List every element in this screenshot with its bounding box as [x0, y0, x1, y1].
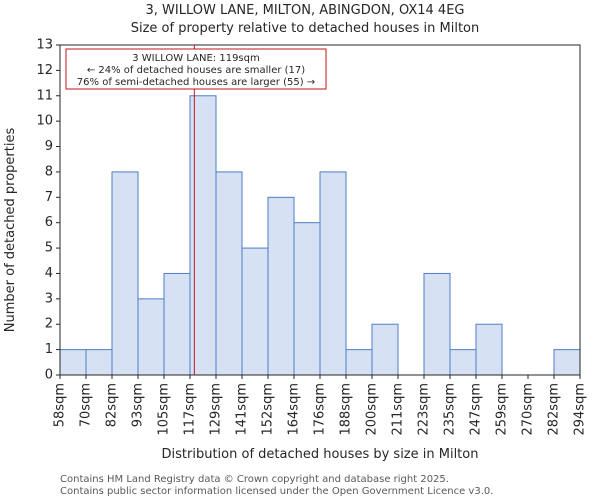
y-axis-title: Number of detached properties: [3, 128, 18, 333]
x-tick-label: 117sqm: [183, 383, 198, 436]
bar-235sqm: [449, 349, 477, 376]
x-tick-label: 259sqm: [495, 383, 510, 436]
footer-line2: Contains public sector information licen…: [60, 486, 493, 497]
x-tick-label: 188sqm: [339, 383, 354, 436]
x-tick-label: 58sqm: [53, 383, 68, 427]
bar-105sqm: [163, 272, 191, 376]
x-axis-title: Distribution of detached houses by size …: [162, 447, 479, 462]
x-tick-label: 211sqm: [391, 383, 406, 436]
bar-58sqm: [59, 349, 87, 376]
annotation-box: [65, 48, 327, 90]
x-tick-label: 247sqm: [469, 383, 484, 436]
annotation-line2: ← 24% of detached houses are smaller (17…: [87, 65, 305, 76]
y-tick-label: 5: [45, 241, 53, 256]
y-tick-label: 12: [36, 63, 53, 78]
y-tick-label: 6: [45, 215, 53, 230]
bar-82sqm: [111, 171, 139, 376]
x-tick-label: 294sqm: [573, 383, 588, 436]
footer-line1: Contains HM Land Registry data © Crown c…: [60, 474, 449, 485]
bars-group: [59, 95, 581, 376]
x-tick-label: 282sqm: [547, 383, 562, 436]
x-tick-label: 164sqm: [287, 383, 302, 436]
bar-200sqm: [371, 323, 399, 376]
bar-164sqm: [293, 222, 321, 376]
x-tick-label: 152sqm: [261, 383, 276, 436]
x-tick-label: 70sqm: [79, 383, 94, 427]
x-tick-label: 141sqm: [235, 383, 250, 436]
x-tick-label: 129sqm: [209, 383, 224, 436]
plot-frame: [59, 44, 581, 376]
y-tick-label: 11: [36, 88, 53, 103]
y-tick-label: 9: [45, 139, 53, 154]
y-tick-label: 1: [45, 342, 53, 357]
bar-70sqm: [85, 349, 113, 376]
x-tick-label: 176sqm: [313, 383, 328, 436]
y-tick-label: 7: [45, 190, 53, 205]
bar-141sqm: [241, 247, 269, 376]
chart-title-line1: 3, WILLOW LANE, MILTON, ABINGDON, OX14 4…: [146, 3, 465, 18]
x-tick-label: 93sqm: [131, 383, 146, 427]
bar-93sqm: [137, 298, 165, 376]
bar-223sqm: [423, 272, 451, 376]
bar-282sqm: [553, 349, 581, 376]
annotation-line3: 76% of semi-detached houses are larger (…: [77, 77, 315, 88]
bar-188sqm: [345, 349, 373, 376]
y-tick-label: 3: [45, 291, 53, 306]
y-tick-label: 10: [36, 114, 53, 129]
x-tick-label: 223sqm: [417, 383, 432, 436]
y-tick-label: 13: [36, 38, 53, 53]
y-tick-label: 0: [45, 368, 53, 383]
chart-title-line2: Size of property relative to detached ho…: [131, 21, 480, 36]
annotation-line1: 3 WILLOW LANE: 119sqm: [132, 53, 259, 64]
bar-176sqm: [319, 171, 347, 376]
y-tick-label: 2: [45, 317, 53, 332]
x-tick-label: 105sqm: [157, 383, 172, 436]
x-tick-label: 235sqm: [443, 383, 458, 436]
bar-152sqm: [267, 196, 295, 376]
bar-129sqm: [215, 171, 243, 376]
x-tick-label: 82sqm: [105, 383, 120, 427]
y-tick-label: 8: [45, 164, 53, 179]
x-tick-label: 270sqm: [521, 383, 536, 436]
x-tick-label: 200sqm: [365, 383, 380, 436]
y-tick-label: 4: [45, 266, 53, 281]
bar-247sqm: [475, 323, 503, 376]
x-axis-ticks: 58sqm 70sqm 82sqm 93sqm 105sqm 117sqm 129sqm 14…: [53, 375, 588, 436]
